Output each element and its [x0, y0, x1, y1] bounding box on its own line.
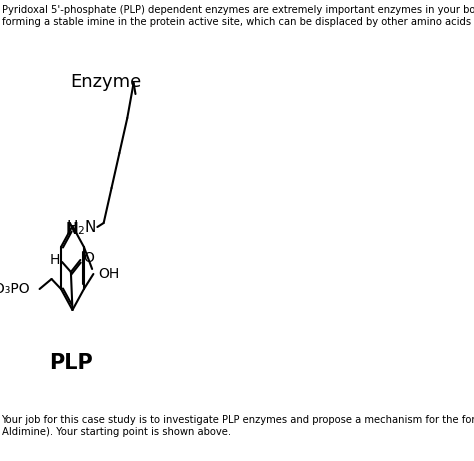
Text: ⁻²O₃PO: ⁻²O₃PO: [0, 282, 30, 296]
Text: OH: OH: [98, 267, 119, 281]
Text: O: O: [83, 251, 94, 265]
Text: H: H: [49, 253, 60, 267]
Text: Enzyme: Enzyme: [70, 73, 141, 91]
Text: PLP: PLP: [49, 353, 93, 373]
Text: N: N: [66, 223, 79, 237]
Text: Pyridoxal 5'-phosphate (PLP) dependent enzymes are extremely important enzymes i: Pyridoxal 5'-phosphate (PLP) dependent e…: [1, 5, 474, 27]
Text: Your job for this case study is to investigate PLP enzymes and propose a mechani: Your job for this case study is to inves…: [1, 415, 474, 437]
Text: H$_2$N: H$_2$N: [66, 219, 97, 237]
